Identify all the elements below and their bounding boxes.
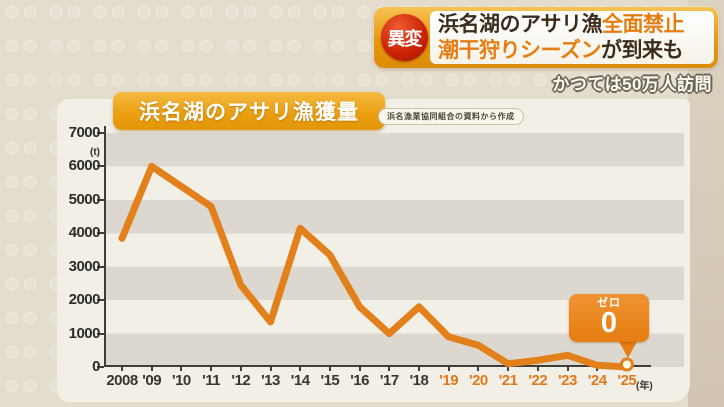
- y-axis-line: [104, 126, 106, 367]
- headline-banner: 異変 浜名湖のアサリ漁全面禁止 潮干狩りシーズンが到来も: [374, 7, 718, 68]
- y-axis-unit-label: (t): [90, 147, 100, 158]
- source-note-pill: 浜名漁業協同組合の資料から作成: [378, 108, 524, 125]
- x-tick: [269, 367, 272, 371]
- zero-callout: ゼロ 0: [569, 294, 649, 342]
- x-tick: [121, 367, 123, 371]
- headline-line-2: 潮干狩りシーズンが到来も: [438, 38, 714, 64]
- x-tick: [299, 367, 302, 371]
- sub-caption: かつては50万人訪問: [552, 75, 712, 94]
- x-tick-label: '15: [320, 372, 340, 389]
- y-tick-label: 0: [92, 358, 100, 375]
- x-tick-label: '24: [587, 372, 607, 389]
- x-tick: [239, 367, 242, 371]
- x-axis-year-suffix: (年): [636, 381, 653, 392]
- x-tick-label: '23: [558, 372, 577, 389]
- y-tick: [97, 332, 104, 335]
- x-tick-label: '25: [617, 372, 637, 389]
- x-tick-label: '11: [202, 372, 221, 389]
- x-tick: [210, 367, 213, 371]
- x-axis-line: [104, 365, 651, 367]
- x-tick-label: '20: [469, 372, 488, 389]
- x-tick: [566, 367, 569, 371]
- x-tick-label: '12: [231, 372, 251, 389]
- headline-line1-orange: 全面禁止: [602, 12, 685, 36]
- y-tick: [97, 299, 104, 302]
- x-tick: [447, 367, 450, 371]
- y-tick-label: 1000: [68, 324, 101, 342]
- x-tick-label: '16: [350, 372, 369, 389]
- headline-line-1: 浜名湖のアサリ漁全面禁止: [438, 12, 714, 38]
- y-tick: [97, 165, 104, 168]
- x-tick-label: '10: [172, 372, 191, 389]
- chart-title-text: 浜名湖のアサリ漁獲量: [139, 101, 359, 124]
- x-tick: [477, 367, 480, 371]
- zero-callout-label: ゼロ: [597, 297, 621, 309]
- x-tick-label: '21: [498, 372, 518, 389]
- y-tick-label: 2000: [68, 291, 101, 309]
- y-tick-label: 5000: [68, 190, 101, 208]
- x-tick: [536, 367, 539, 371]
- x-tick: [358, 367, 361, 371]
- y-tick: [97, 366, 104, 368]
- x-tick: [625, 367, 628, 371]
- headline-text-box: 浜名湖のアサリ漁全面禁止 潮干狩りシーズンが到来も: [430, 11, 714, 64]
- headline-line2-dark: が到来も: [600, 38, 684, 62]
- x-tick: [150, 367, 153, 371]
- y-tick-label: 7000: [68, 124, 101, 141]
- alert-badge: 異変: [381, 14, 428, 61]
- x-tick-label: '09: [142, 372, 162, 389]
- x-tick: [507, 367, 510, 371]
- x-tick: [180, 367, 183, 371]
- y-tick: [97, 232, 104, 235]
- y-tick-label: 3000: [68, 257, 101, 275]
- x-tick-label: '14: [290, 372, 310, 389]
- chart-title-badge: 浜名湖のアサリ漁獲量: [113, 92, 385, 130]
- y-tick: [97, 198, 104, 201]
- headline-line1-dark: 浜名湖のアサリ漁: [438, 12, 603, 36]
- y-tick: [97, 265, 104, 268]
- x-tick: [418, 367, 420, 371]
- x-tick-label: 2008: [106, 372, 138, 389]
- source-note-text: 浜名漁業協同組合の資料から作成: [387, 112, 515, 121]
- y-tick: [97, 132, 104, 134]
- y-tick-label: 6000: [68, 157, 101, 175]
- x-tick-label: '18: [409, 372, 429, 389]
- alert-badge-text: 異変: [387, 28, 423, 49]
- x-tick-label: '19: [439, 372, 459, 389]
- x-tick: [388, 367, 391, 371]
- x-tick: [596, 367, 599, 371]
- x-tick: [328, 367, 331, 371]
- x-tick-label: '22: [528, 372, 548, 389]
- zero-callout-value: 0: [600, 307, 618, 339]
- x-tick-label: '13: [261, 372, 280, 389]
- headline-line2-orange: 潮干狩りシーズン: [438, 38, 601, 62]
- y-tick-label: 4000: [68, 224, 101, 242]
- x-tick-label: '17: [379, 372, 399, 389]
